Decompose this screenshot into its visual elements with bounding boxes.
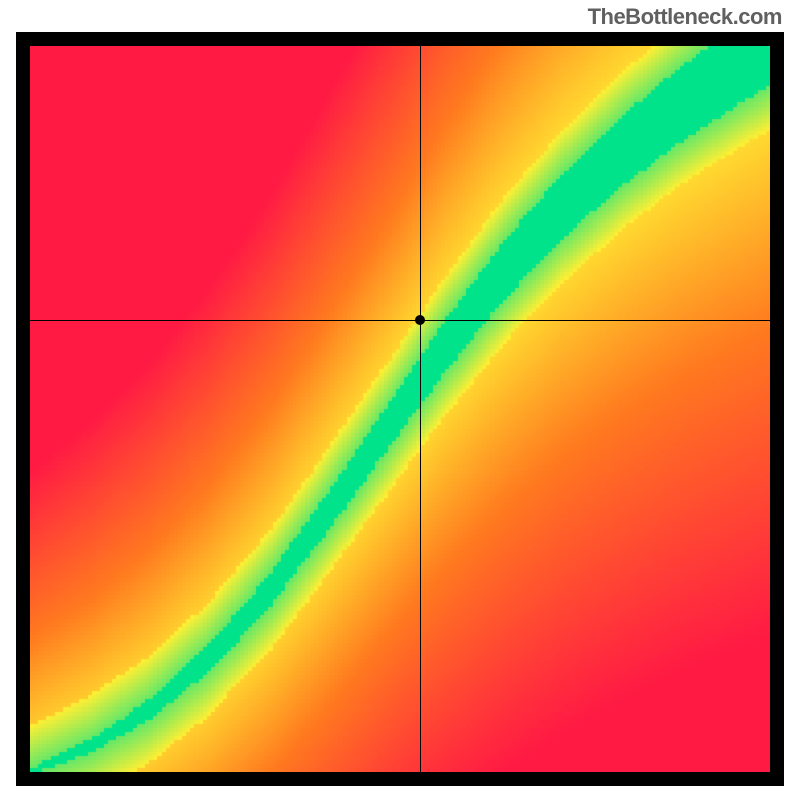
crosshair-vertical-line xyxy=(420,46,421,772)
crosshair-horizontal-line xyxy=(30,320,770,321)
bottleneck-heatmap xyxy=(30,46,770,772)
plot-frame xyxy=(16,32,784,786)
crosshair-dot xyxy=(415,315,425,325)
watermark-text: TheBottleneck.com xyxy=(588,4,782,30)
chart-container: { "watermark": { "text": "TheBottleneck.… xyxy=(0,0,800,800)
heatmap-area xyxy=(30,46,770,772)
